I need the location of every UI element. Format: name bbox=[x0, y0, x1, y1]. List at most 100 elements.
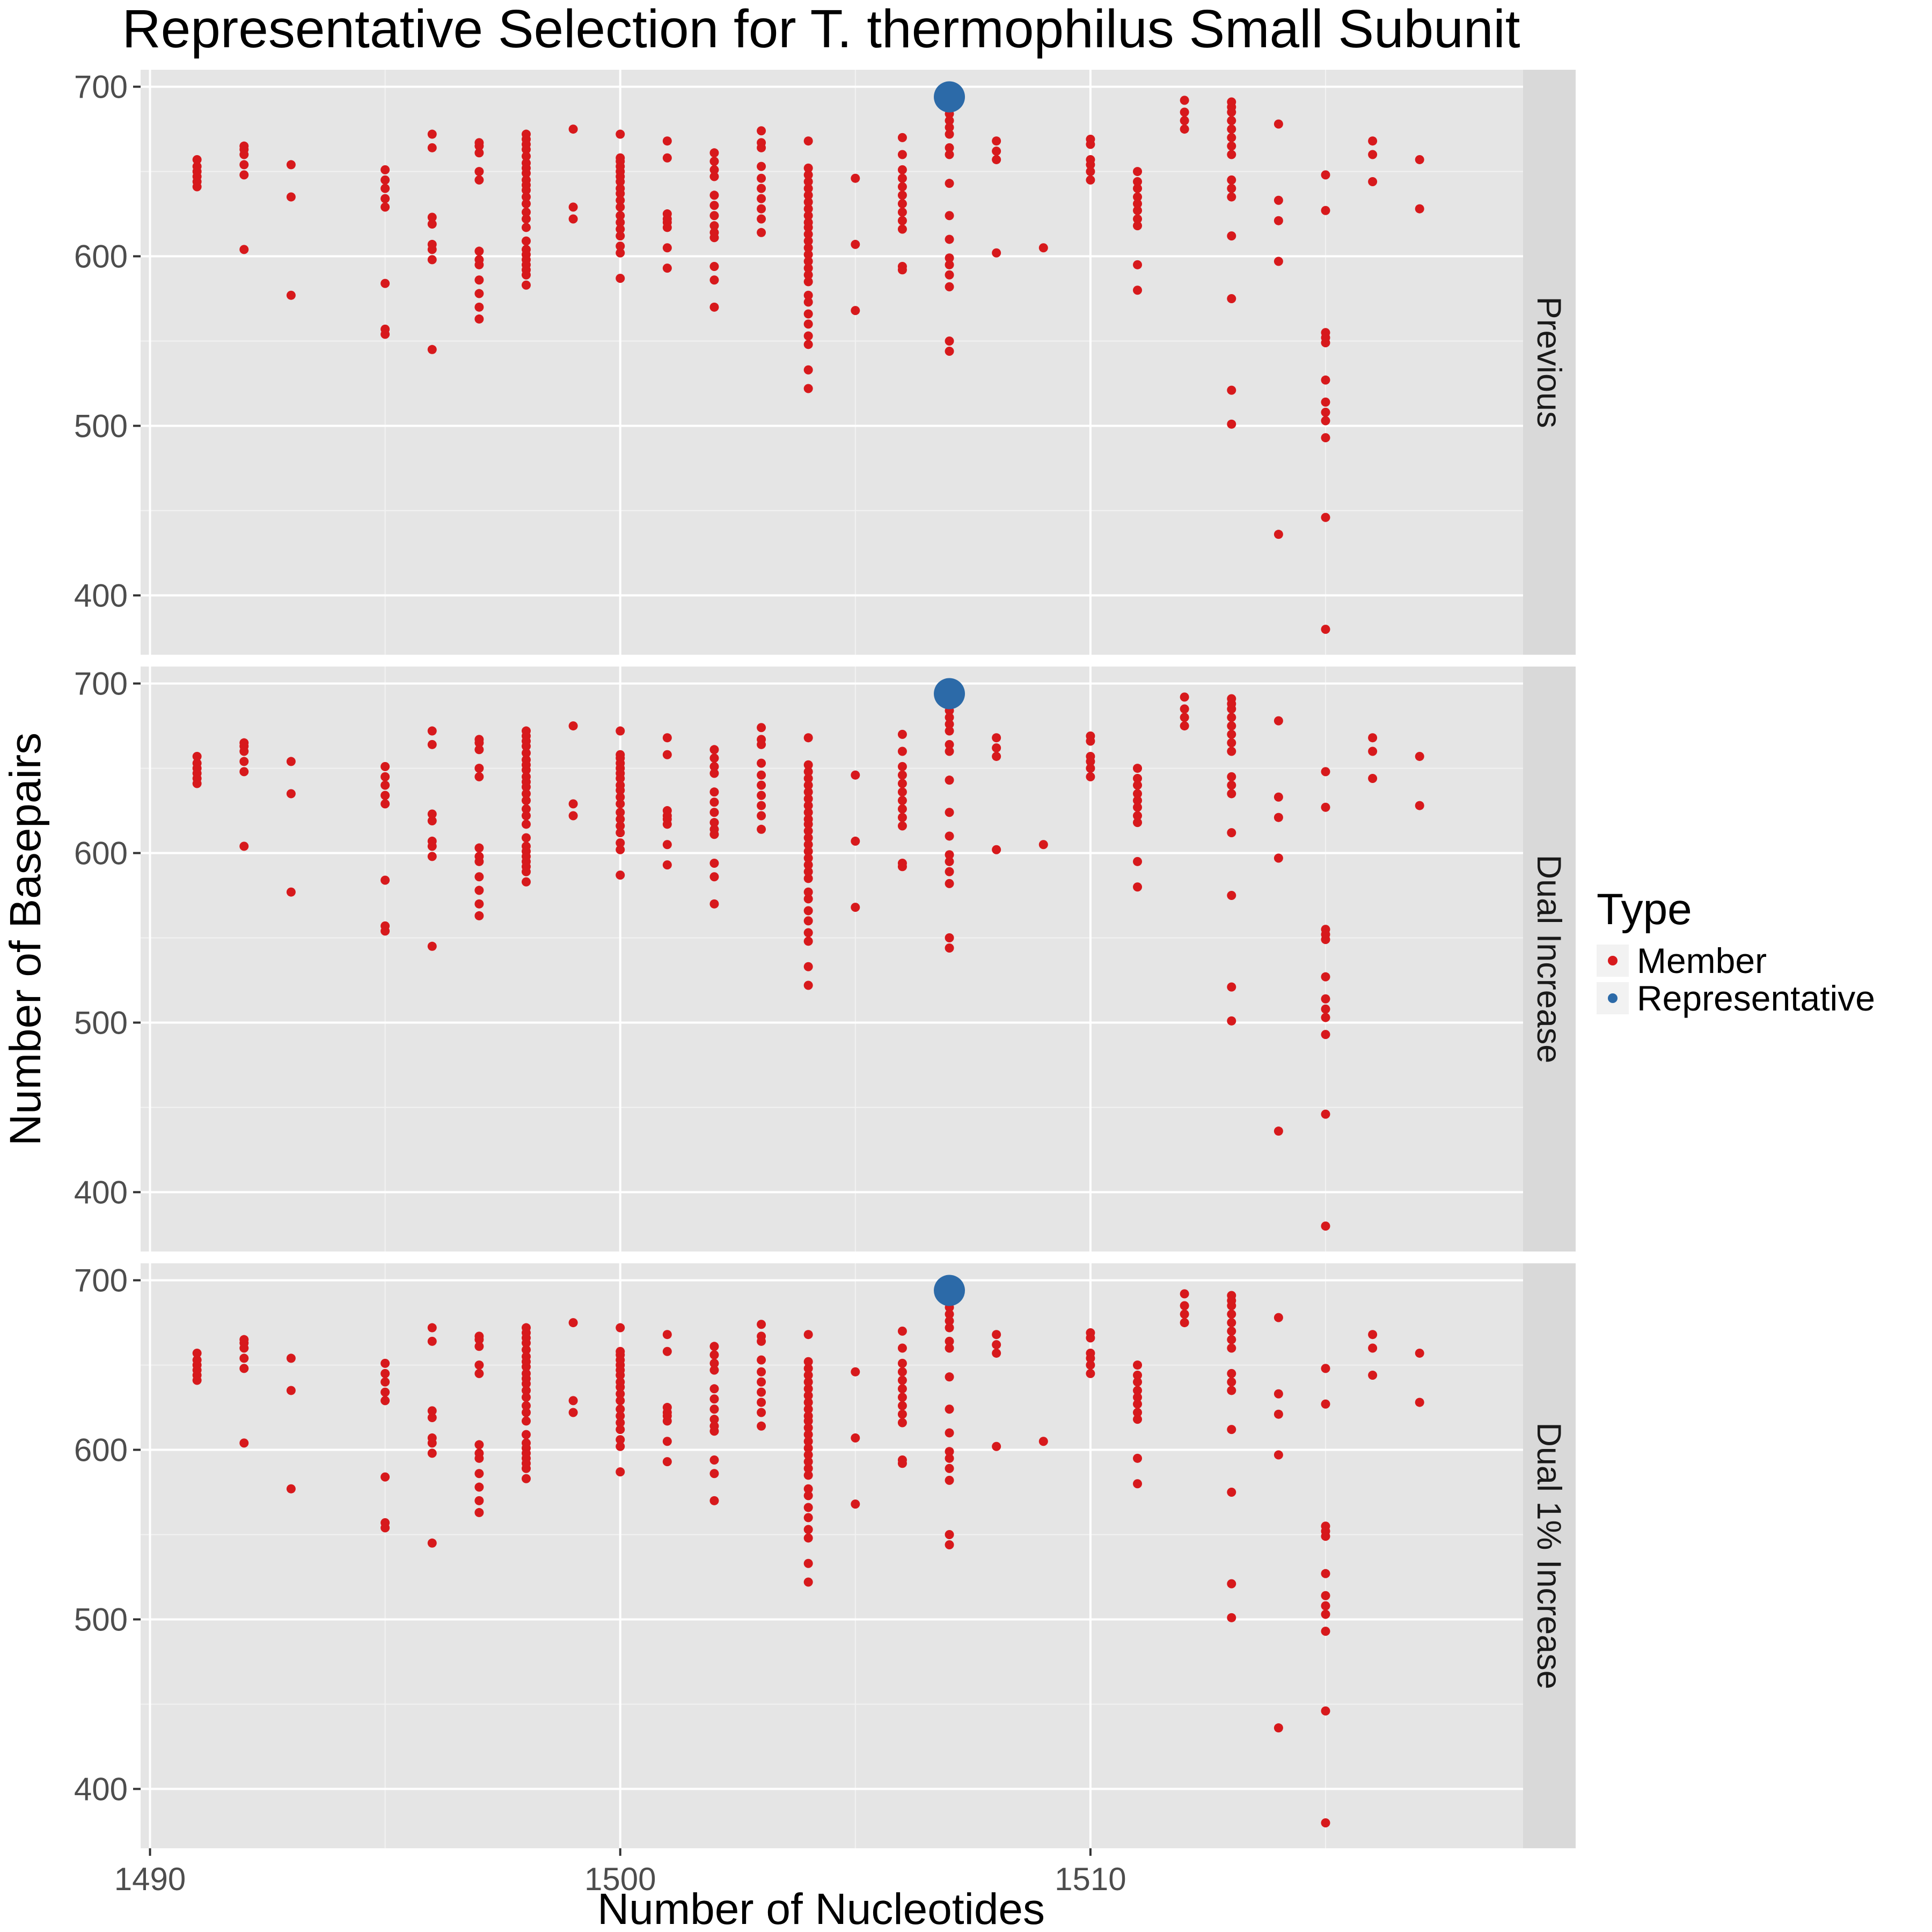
member-point bbox=[1227, 721, 1236, 731]
member-point bbox=[1227, 184, 1236, 193]
member-point bbox=[192, 162, 202, 171]
member-point bbox=[286, 1353, 296, 1363]
member-point bbox=[568, 125, 578, 134]
member-point bbox=[1415, 801, 1424, 810]
member-point bbox=[803, 767, 813, 777]
member-point bbox=[474, 1496, 484, 1505]
member-point bbox=[1227, 1343, 1236, 1353]
member-point bbox=[1227, 385, 1236, 395]
member-point bbox=[1274, 813, 1283, 822]
member-point bbox=[239, 1335, 249, 1344]
y-tick-label: 600 bbox=[74, 239, 128, 275]
member-point bbox=[286, 1484, 296, 1494]
facet-panel: 400 500 600 700 Previous bbox=[74, 69, 1576, 655]
y-tick-label: 500 bbox=[74, 1601, 128, 1637]
member-point bbox=[1227, 1016, 1236, 1026]
member-point bbox=[286, 1386, 296, 1395]
member-point bbox=[474, 872, 484, 882]
legend-title: Type bbox=[1597, 885, 1692, 934]
member-point bbox=[1133, 1371, 1143, 1380]
member-point bbox=[192, 1348, 202, 1358]
member-point bbox=[616, 1411, 625, 1421]
member-point bbox=[757, 1421, 766, 1431]
member-point bbox=[709, 191, 719, 200]
member-point bbox=[897, 1401, 907, 1410]
y-tick-label: 400 bbox=[74, 577, 128, 613]
member-point bbox=[616, 1389, 625, 1399]
facet-strip-label: Previous bbox=[1530, 296, 1568, 428]
y-tick-label: 400 bbox=[74, 1174, 128, 1210]
member-point bbox=[521, 236, 531, 246]
member-point bbox=[945, 719, 954, 729]
member-point bbox=[757, 811, 766, 821]
member-point bbox=[521, 1408, 531, 1417]
member-point bbox=[803, 1371, 813, 1380]
member-point bbox=[662, 243, 672, 253]
member-point bbox=[803, 1463, 813, 1473]
member-point bbox=[1227, 1613, 1236, 1622]
member-point bbox=[1321, 802, 1330, 812]
member-point bbox=[1321, 416, 1330, 426]
representative-point bbox=[934, 678, 965, 709]
member-point bbox=[1133, 286, 1143, 295]
y-tick-label: 600 bbox=[74, 1432, 128, 1468]
member-point bbox=[803, 1437, 813, 1446]
member-point bbox=[709, 302, 719, 312]
member-point bbox=[1321, 767, 1330, 777]
member-point bbox=[709, 1342, 719, 1351]
member-point bbox=[616, 1441, 625, 1451]
member-point bbox=[897, 182, 907, 192]
member-point bbox=[1321, 1013, 1330, 1022]
member-point bbox=[1133, 167, 1143, 177]
member-point bbox=[757, 1397, 766, 1407]
member-point bbox=[945, 270, 954, 280]
member-point bbox=[380, 791, 390, 800]
panel-background bbox=[141, 70, 1523, 655]
facet-strip bbox=[1523, 70, 1576, 655]
member-point bbox=[380, 194, 390, 203]
member-point bbox=[1038, 243, 1048, 253]
member-point bbox=[427, 1538, 437, 1548]
member-point bbox=[239, 245, 249, 254]
member-point bbox=[427, 345, 437, 354]
member-point bbox=[662, 1403, 672, 1413]
member-point bbox=[568, 799, 578, 809]
member-point bbox=[474, 138, 484, 148]
member-point bbox=[474, 302, 484, 312]
member-point bbox=[616, 1418, 625, 1428]
member-point bbox=[521, 1345, 531, 1355]
member-point bbox=[1086, 772, 1095, 781]
member-point bbox=[803, 801, 813, 810]
member-point bbox=[1227, 133, 1236, 142]
member-point bbox=[286, 290, 296, 300]
member-point bbox=[945, 933, 954, 943]
member-point bbox=[662, 1330, 672, 1340]
x-axis: 1490 1500 1510 bbox=[114, 1848, 1126, 1897]
member-point bbox=[1368, 1330, 1378, 1340]
member-point bbox=[897, 224, 907, 234]
member-point bbox=[1227, 116, 1236, 126]
member-point bbox=[945, 143, 954, 152]
member-point bbox=[897, 1343, 907, 1353]
member-point bbox=[757, 194, 766, 203]
member-point bbox=[897, 1375, 907, 1385]
member-point bbox=[1321, 433, 1330, 443]
member-point bbox=[992, 248, 1001, 258]
legend-key-member bbox=[1608, 956, 1618, 965]
member-point bbox=[616, 217, 625, 227]
member-point bbox=[1227, 192, 1236, 202]
member-point bbox=[521, 819, 531, 829]
member-point bbox=[192, 1355, 202, 1365]
member-point bbox=[757, 758, 766, 768]
member-point bbox=[616, 845, 625, 854]
y-tick-label: 600 bbox=[74, 836, 128, 872]
member-point bbox=[709, 787, 719, 797]
member-point bbox=[1321, 1706, 1330, 1716]
member-point bbox=[709, 818, 719, 828]
member-point bbox=[945, 122, 954, 132]
member-point bbox=[709, 899, 719, 909]
member-point bbox=[239, 160, 249, 170]
panel-background bbox=[141, 1263, 1523, 1848]
member-point bbox=[427, 816, 437, 826]
member-point bbox=[1415, 204, 1424, 214]
